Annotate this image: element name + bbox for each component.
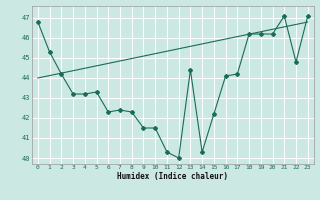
X-axis label: Humidex (Indice chaleur): Humidex (Indice chaleur) xyxy=(117,172,228,181)
